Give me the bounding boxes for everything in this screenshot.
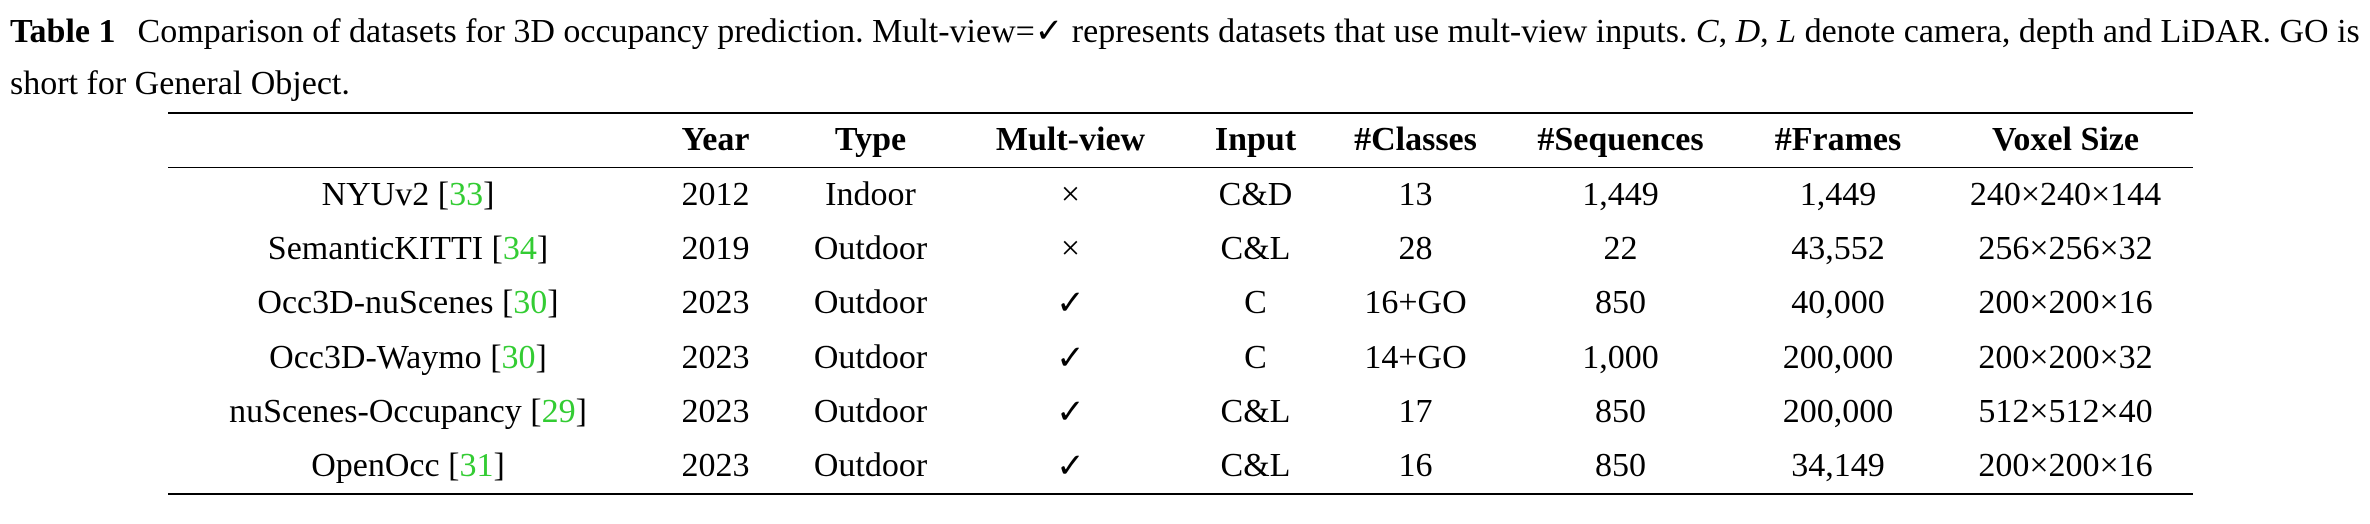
cell-input: C&D (1218, 175, 1293, 213)
cell-multiview: × (1060, 229, 1081, 267)
cell-sequences: 850 (1595, 393, 1646, 431)
cell-multiview: ✓ (1056, 285, 1085, 323)
caption-var-d: D (1735, 13, 1761, 50)
cell-year: 2019 (681, 229, 750, 267)
cell-multiview: ✓ (958, 439, 1183, 495)
dataset-name: Occ3D-nuScenes (257, 284, 494, 322)
dataset-name: Occ3D-Waymo (269, 338, 482, 376)
dataset-name: SemanticKITTI (267, 229, 484, 267)
cell-classes: 13 (1398, 175, 1433, 213)
cell-dataset: NYUv2 [33] (321, 175, 495, 213)
cell-multiview: × (1060, 175, 1081, 213)
header-voxel-size: Voxel Size (1938, 112, 2193, 168)
cell-classes: 28 (1398, 229, 1433, 267)
caption-sep-2: , (1760, 13, 1778, 50)
cell-type: Outdoor (783, 439, 958, 495)
cell-type: Outdoor (813, 229, 928, 267)
cell-year: 2023 (681, 284, 750, 322)
cell-voxel-size: 240×240×144 (1969, 175, 2162, 213)
cell-frames: 43,552 (1791, 229, 1885, 267)
dataset-name: nuScenes-Occupancy (229, 393, 522, 431)
citation-link[interactable]: 34 (502, 229, 537, 267)
header-type: Type (783, 112, 958, 168)
table-row: OpenOcc [31] 2023 Outdoor ✓ C&L 16 850 3… (168, 439, 2193, 495)
cell-dataset: SemanticKITTI [34] (267, 229, 549, 267)
cell-sequences: 850 (1503, 439, 1738, 495)
citation-link[interactable]: 30 (501, 338, 536, 376)
cell-voxel-size: 200×200×16 (1938, 439, 2193, 495)
cell-voxel-size: 200×200×16 (1978, 284, 2153, 322)
cell-frames: 200,000 (1782, 393, 1894, 431)
cell-classes: 14+GO (1364, 338, 1467, 376)
cell-year: 2023 (648, 439, 783, 495)
cell-input: C&L (1183, 439, 1328, 495)
cell-multiview: ✓ (1056, 339, 1085, 377)
cell-sequences: 1,000 (1582, 338, 1659, 376)
cell-sequences: 22 (1603, 229, 1638, 267)
cell-voxel-size: 256×256×32 (1978, 229, 2153, 267)
citation-link[interactable]: 31 (459, 447, 494, 485)
cell-year: 2023 (681, 338, 750, 376)
table-row: Occ3D-Waymo [30] 2023 Outdoor ✓ C 14+GO … (168, 331, 2193, 386)
dataset-name: NYUv2 (321, 175, 430, 213)
cell-sequences: 850 (1595, 284, 1646, 322)
table-row: NYUv2 [33] 2012 Indoor × C&D 13 1,449 1,… (168, 167, 2193, 222)
dataset-comparison-table: Year Type Mult-view Input #Classes #Sequ… (168, 112, 2193, 495)
citation-link[interactable]: 29 (541, 393, 576, 431)
table-header-row: Year Type Mult-view Input #Classes #Sequ… (168, 112, 2193, 168)
cell-input: C (1244, 338, 1267, 376)
table-caption: Table 1 Comparison of datasets for 3D occ… (10, 6, 2360, 110)
cell-dataset: Occ3D-nuScenes [30] (257, 284, 559, 322)
cell-type: Outdoor (813, 284, 928, 322)
cell-classes: 16 (1328, 439, 1503, 495)
caption-text-after: denote camera, depth and LiDAR. GO is sh… (10, 13, 2360, 102)
caption-var-c: C (1695, 13, 1719, 50)
cell-type: Outdoor (813, 338, 928, 376)
table-label: Table 1 (10, 13, 116, 50)
header-classes: #Classes (1328, 112, 1503, 168)
table-row: nuScenes-Occupancy [29] 2023 Outdoor ✓ C… (168, 385, 2193, 440)
cell-classes: 16+GO (1364, 284, 1467, 322)
caption-var-l: L (1777, 13, 1797, 50)
header-input: Input (1183, 112, 1328, 168)
caption-text-before: Comparison of datasets for 3D occupancy … (137, 13, 1688, 50)
cell-voxel-size: 512×512×40 (1978, 393, 2153, 431)
cell-type: Outdoor (813, 393, 928, 431)
header-multiview: Mult-view (958, 112, 1183, 168)
dataset-name: OpenOcc (311, 447, 440, 485)
cell-voxel-size: 200×200×32 (1978, 338, 2153, 376)
cell-year: 2012 (681, 175, 750, 213)
header-frames: #Frames (1738, 112, 1938, 168)
header-year: Year (648, 112, 783, 168)
header-sequences: #Sequences (1503, 112, 1738, 168)
cell-input: C&L (1220, 229, 1291, 267)
cell-input: C&L (1220, 393, 1291, 431)
cell-frames: 1,449 (1799, 175, 1877, 213)
cell-classes: 17 (1398, 393, 1433, 431)
citation-link[interactable]: 30 (513, 284, 548, 322)
cell-multiview: ✓ (1056, 394, 1085, 432)
table-row: SemanticKITTI [34] 2019 Outdoor × C&L 28… (168, 222, 2193, 277)
citation-link[interactable]: 33 (449, 175, 484, 213)
cell-dataset: nuScenes-Occupancy [29] (229, 393, 587, 431)
cell-frames: 34,149 (1738, 439, 1938, 495)
cell-year: 2023 (681, 393, 750, 431)
caption-sep-1: , (1718, 13, 1736, 50)
header-dataset (168, 112, 648, 168)
cell-dataset: OpenOcc [31] (168, 439, 648, 495)
cell-frames: 200,000 (1782, 338, 1894, 376)
table-row: Occ3D-nuScenes [30] 2023 Outdoor ✓ C 16+… (168, 276, 2193, 331)
cell-dataset: Occ3D-Waymo [30] (269, 338, 547, 376)
cell-frames: 40,000 (1791, 284, 1885, 322)
cell-input: C (1244, 284, 1267, 322)
cell-type: Indoor (825, 175, 916, 213)
cell-sequences: 1,449 (1582, 175, 1659, 213)
